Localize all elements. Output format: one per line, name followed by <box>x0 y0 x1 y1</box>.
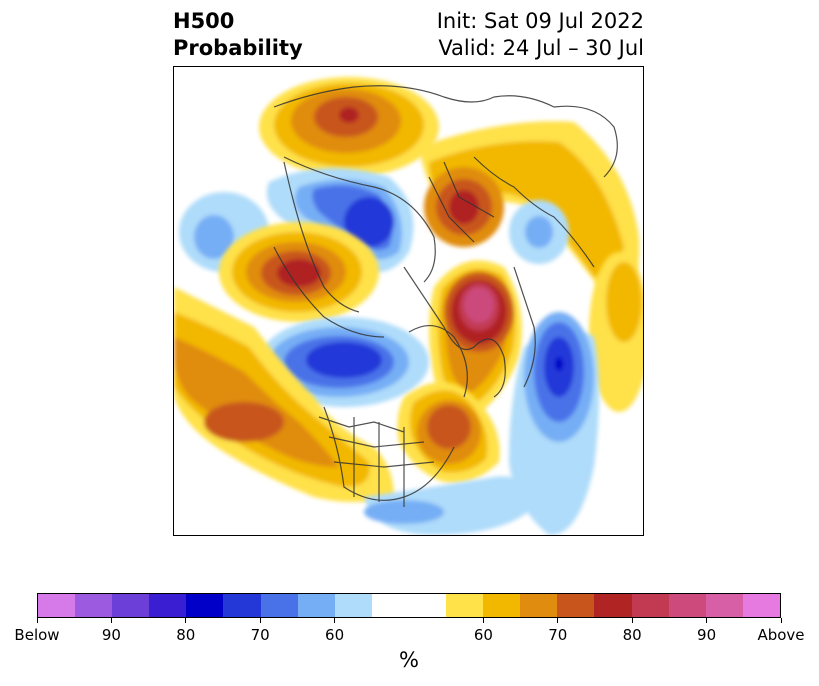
colorbar-segment <box>75 594 113 617</box>
colorbar-segment <box>557 594 595 617</box>
anomaly-above-east <box>589 252 643 412</box>
map-title: H500 Probability <box>173 8 303 62</box>
probability-map <box>173 66 644 536</box>
init-date: Init: Sat 09 Jul 2022 <box>436 9 644 33</box>
colorbar-segment <box>631 594 669 617</box>
map-dates: Init: Sat 09 Jul 2022 Valid: 24 Jul – 30… <box>437 8 644 62</box>
colorbar-tick-label: 90 <box>697 626 717 644</box>
colorbar-segment <box>446 594 484 617</box>
anomaly-below-europe <box>509 200 569 264</box>
title-variable: H500 <box>173 9 235 33</box>
colorbar-tick-label: 80 <box>176 626 196 644</box>
coastlines <box>273 85 618 507</box>
colorbar-segment <box>112 594 150 617</box>
anomaly-below-arctic <box>266 168 414 272</box>
colorbar-tick <box>482 618 484 623</box>
colorbar-segment <box>408 594 447 617</box>
colorbar-tick-label: 60 <box>473 626 493 644</box>
colorbar-segment <box>742 594 780 617</box>
colorbar-tick-label: Above <box>757 626 805 644</box>
anomaly-below-canada <box>259 317 429 407</box>
anomaly-below-atlantic <box>509 312 599 535</box>
colorbar-segment <box>186 594 224 617</box>
colorbar-tick <box>110 618 112 623</box>
colorbar-segment <box>371 594 409 617</box>
colorbar-unit-label: % <box>399 648 419 672</box>
anomaly-above-siberia <box>259 77 439 177</box>
colorbar-tick-label: 90 <box>101 626 121 644</box>
colorbar-segment <box>297 594 335 617</box>
colorbar-segment <box>260 594 298 617</box>
colorbar-segment <box>520 594 558 617</box>
colorbar-segment <box>38 594 76 617</box>
colorbar-tick <box>631 618 633 623</box>
anomaly-above-alaska <box>219 222 379 322</box>
polar-projection-map <box>174 77 643 535</box>
colorbar <box>37 593 781 618</box>
colorbar-segment <box>223 594 261 617</box>
anomaly-above-east-na <box>397 382 500 483</box>
anomaly-above-pacific <box>174 287 394 502</box>
valid-period: Valid: 24 Jul – 30 Jul <box>438 36 644 60</box>
anomaly-above-greenland <box>429 260 522 417</box>
colorbar-segment <box>668 594 706 617</box>
colorbar-segment <box>594 594 632 617</box>
title-field: Probability <box>173 36 303 60</box>
colorbar-tick <box>185 618 187 623</box>
colorbar-tick <box>259 618 261 623</box>
colorbar-tick <box>334 618 336 623</box>
colorbar-segment <box>334 594 372 617</box>
colorbar-tick <box>557 618 559 623</box>
colorbar-tick-label: 70 <box>548 626 568 644</box>
colorbar-tick <box>780 618 782 623</box>
colorbar-tick-label: 70 <box>250 626 270 644</box>
colorbar-tick-label: 80 <box>622 626 642 644</box>
colorbar-tick-label: 60 <box>325 626 345 644</box>
anomaly-below-south <box>364 476 534 535</box>
colorbar-segment <box>705 594 743 617</box>
anomaly-above-scandinavia <box>419 121 640 308</box>
colorbar-tick-label: Below <box>14 626 60 644</box>
colorbar-tick <box>706 618 708 623</box>
colorbar-segment <box>149 594 187 617</box>
colorbar-segment <box>483 594 521 617</box>
colorbar-tick <box>36 618 38 623</box>
